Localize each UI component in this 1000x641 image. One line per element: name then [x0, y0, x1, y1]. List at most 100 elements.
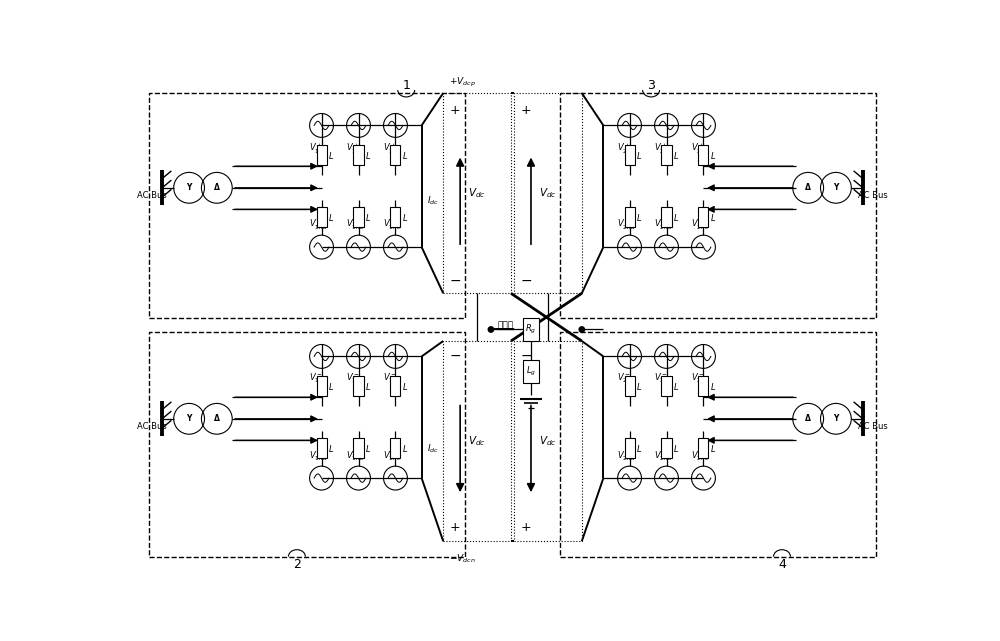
Text: $+$: $+$ [520, 104, 531, 117]
Bar [390, 376, 400, 397]
Bar [625, 376, 635, 397]
Text: $+$: $+$ [520, 521, 531, 534]
Text: $L$: $L$ [636, 381, 643, 392]
Text: $L$: $L$ [402, 442, 409, 454]
Bar [390, 207, 400, 227]
Text: $R_g$: $R_g$ [525, 323, 537, 336]
Text: $V_{2na}^-$: $V_{2na}^-$ [617, 449, 636, 463]
Text: $L$: $L$ [328, 150, 335, 161]
Text: $V_{1pa}^-$: $V_{1pa}^-$ [309, 372, 328, 386]
Text: Δ: Δ [214, 183, 220, 192]
Text: $V_{2nb}^-$: $V_{2nb}^-$ [654, 449, 673, 463]
Text: $V_{dc}$: $V_{dc}$ [468, 434, 486, 448]
Text: $L$: $L$ [365, 150, 372, 161]
Text: $L$: $L$ [710, 212, 717, 222]
Text: $L$: $L$ [365, 212, 372, 222]
Text: $-$: $-$ [520, 272, 532, 287]
Text: $V_{1nb}^+$: $V_{1nb}^+$ [346, 217, 365, 231]
Text: $V_{dc}$: $V_{dc}$ [468, 187, 486, 200]
Text: $V_{2nc}^-$: $V_{2nc}^-$ [691, 449, 710, 463]
Text: Y: Y [833, 183, 839, 192]
Text: $V_{1nc}^+$: $V_{1nc}^+$ [383, 217, 402, 231]
Text: $L$: $L$ [710, 442, 717, 454]
Text: AC Bus: AC Bus [137, 422, 167, 431]
Text: $L$: $L$ [328, 381, 335, 392]
Text: $L$: $L$ [710, 381, 717, 392]
Text: $V_{1pb}^+$: $V_{1pb}^+$ [346, 141, 365, 156]
Text: Δ: Δ [214, 414, 220, 423]
Text: $-$: $-$ [449, 348, 462, 362]
Text: $+V_{dcp}$: $+V_{dcp}$ [449, 76, 476, 89]
Text: $L$: $L$ [365, 442, 372, 454]
Text: $L$: $L$ [636, 212, 643, 222]
Bar [317, 146, 327, 165]
Text: Δ: Δ [805, 183, 811, 192]
Bar [390, 438, 400, 458]
Bar [317, 438, 327, 458]
Text: $-$: $-$ [520, 348, 532, 362]
Bar [698, 438, 708, 458]
Text: $L_g$: $L_g$ [526, 365, 536, 378]
Text: $V_{1pc}^+$: $V_{1pc}^+$ [383, 141, 402, 156]
Text: $V_{2pa}^-$: $V_{2pa}^-$ [617, 372, 636, 386]
Text: $V_{2na}^+$: $V_{2na}^+$ [617, 217, 636, 231]
Text: $+$: $+$ [449, 104, 461, 117]
Text: AC Bus: AC Bus [137, 191, 167, 200]
Bar [698, 146, 708, 165]
Text: $V_{dc}$: $V_{dc}$ [539, 434, 557, 448]
Text: AC Bus: AC Bus [858, 422, 888, 431]
Text: $L$: $L$ [636, 150, 643, 161]
Text: $V_{2nb}^+$: $V_{2nb}^+$ [654, 217, 673, 231]
Text: $L$: $L$ [328, 212, 335, 222]
Bar [353, 376, 364, 397]
Bar [661, 146, 672, 165]
Text: $L$: $L$ [636, 442, 643, 454]
Text: Y: Y [833, 414, 839, 423]
Bar [661, 376, 672, 397]
Text: $V_{1na}^-$: $V_{1na}^-$ [309, 449, 328, 463]
Text: $V_{1pb}^-$: $V_{1pb}^-$ [346, 372, 365, 386]
Text: 中性点: 中性点 [497, 321, 513, 330]
Text: $V_{2pa}^+$: $V_{2pa}^+$ [617, 141, 636, 156]
Bar [353, 207, 364, 227]
Bar [523, 360, 539, 383]
Text: 1: 1 [402, 79, 410, 92]
Text: 4: 4 [778, 558, 786, 571]
Text: $V_{1nc}^-$: $V_{1nc}^-$ [383, 449, 402, 463]
Bar [625, 438, 635, 458]
Bar [698, 207, 708, 227]
Bar [661, 438, 672, 458]
Bar [661, 207, 672, 227]
Circle shape [488, 327, 494, 332]
Text: $L$: $L$ [710, 150, 717, 161]
Text: $L$: $L$ [673, 381, 680, 392]
Text: $L$: $L$ [402, 212, 409, 222]
Bar [698, 376, 708, 397]
Text: $V_{1nb}^-$: $V_{1nb}^-$ [346, 449, 365, 463]
Text: $L$: $L$ [673, 150, 680, 161]
Text: $V_{dc}$: $V_{dc}$ [539, 187, 557, 200]
Bar [353, 438, 364, 458]
Bar [523, 318, 539, 341]
Text: $L$: $L$ [365, 381, 372, 392]
Text: $V_{2nc}^+$: $V_{2nc}^+$ [691, 217, 710, 231]
Text: $V_{1pc}^-$: $V_{1pc}^-$ [383, 372, 402, 386]
Text: $V_{2pb}^-$: $V_{2pb}^-$ [654, 372, 673, 386]
Bar [317, 376, 327, 397]
Text: $-$: $-$ [449, 272, 462, 287]
Text: $L$: $L$ [673, 442, 680, 454]
Text: $L$: $L$ [402, 381, 409, 392]
Circle shape [579, 327, 584, 332]
Text: $L$: $L$ [402, 150, 409, 161]
Text: $L$: $L$ [673, 212, 680, 222]
Bar [625, 207, 635, 227]
Text: Δ: Δ [805, 414, 811, 423]
Text: $I_{dc}$: $I_{dc}$ [427, 442, 439, 455]
Bar [390, 146, 400, 165]
Text: $L$: $L$ [328, 442, 335, 454]
Text: 3: 3 [647, 79, 655, 92]
Text: 2: 2 [293, 558, 301, 571]
Bar [317, 207, 327, 227]
Text: Y: Y [186, 414, 192, 423]
Bar [625, 146, 635, 165]
